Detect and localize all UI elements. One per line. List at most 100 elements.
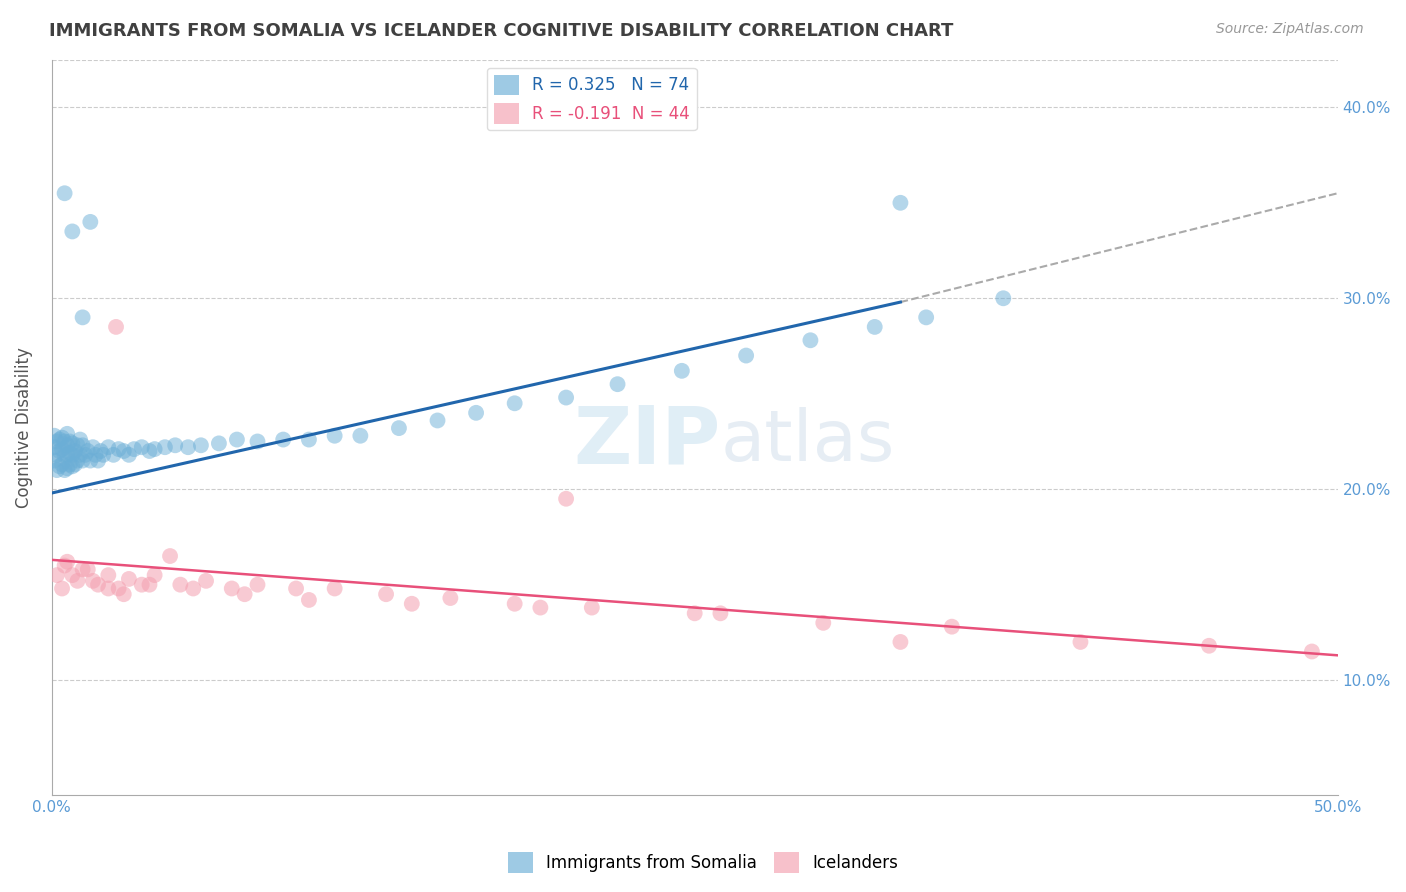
Point xyxy=(181,582,204,596)
Point xyxy=(59,458,82,472)
Point xyxy=(606,377,628,392)
Point xyxy=(208,436,231,450)
Point xyxy=(48,459,70,474)
Point xyxy=(48,433,70,447)
Point xyxy=(298,433,321,447)
Point xyxy=(709,607,731,621)
Point xyxy=(177,440,200,454)
Point xyxy=(1198,639,1220,653)
Point xyxy=(51,442,73,456)
Point xyxy=(889,635,911,649)
Point xyxy=(735,349,758,363)
Point xyxy=(683,607,706,621)
Text: atlas: atlas xyxy=(720,408,894,476)
Point xyxy=(69,433,91,447)
Point xyxy=(323,428,346,442)
Point xyxy=(76,562,98,576)
Point xyxy=(97,582,120,596)
Point xyxy=(555,391,578,405)
Point xyxy=(48,444,70,458)
Point xyxy=(246,577,269,591)
Point xyxy=(131,440,153,454)
Point xyxy=(465,406,488,420)
Point xyxy=(72,310,94,325)
Point xyxy=(60,459,83,474)
Point xyxy=(44,453,66,467)
Point xyxy=(138,444,160,458)
Point xyxy=(226,433,249,447)
Point xyxy=(59,446,82,460)
Point xyxy=(555,491,578,506)
Point xyxy=(298,593,321,607)
Point xyxy=(388,421,411,435)
Point xyxy=(993,291,1015,305)
Point xyxy=(271,433,294,447)
Point xyxy=(143,568,166,582)
Point xyxy=(233,587,256,601)
Point xyxy=(103,448,125,462)
Point xyxy=(72,453,94,467)
Point xyxy=(118,572,141,586)
Point xyxy=(82,574,104,588)
Point xyxy=(107,442,129,456)
Point xyxy=(941,620,963,634)
Point xyxy=(44,428,66,442)
Point xyxy=(349,428,371,442)
Point xyxy=(87,453,110,467)
Point xyxy=(118,448,141,462)
Point xyxy=(105,319,128,334)
Point xyxy=(426,413,449,427)
Point xyxy=(56,426,79,441)
Point xyxy=(45,463,67,477)
Point xyxy=(159,549,181,563)
Point xyxy=(51,458,73,472)
Point xyxy=(72,562,94,576)
Point xyxy=(221,582,243,596)
Point xyxy=(60,436,83,450)
Point xyxy=(87,577,110,591)
Point xyxy=(51,582,73,596)
Point xyxy=(813,615,835,630)
Point xyxy=(84,448,107,462)
Point xyxy=(122,442,145,456)
Point xyxy=(53,186,76,201)
Point xyxy=(153,440,176,454)
Y-axis label: Cognitive Disability: Cognitive Disability xyxy=(15,347,32,508)
Point xyxy=(53,463,76,477)
Point xyxy=(107,582,129,596)
Point xyxy=(503,396,526,410)
Point xyxy=(76,444,98,458)
Point xyxy=(60,224,83,238)
Point xyxy=(1301,644,1323,658)
Point xyxy=(56,438,79,452)
Point xyxy=(63,444,86,458)
Point xyxy=(66,453,89,467)
Legend: R = 0.325   N = 74, R = -0.191  N = 44: R = 0.325 N = 74, R = -0.191 N = 44 xyxy=(486,68,696,130)
Point xyxy=(56,461,79,475)
Point xyxy=(190,438,212,452)
Point xyxy=(90,444,112,458)
Point xyxy=(60,448,83,462)
Point xyxy=(915,310,938,325)
Point xyxy=(66,574,89,588)
Point xyxy=(143,442,166,456)
Point xyxy=(246,434,269,449)
Point xyxy=(863,319,886,334)
Point xyxy=(72,438,94,452)
Point xyxy=(60,568,83,582)
Point xyxy=(69,448,91,462)
Legend: Immigrants from Somalia, Icelanders: Immigrants from Somalia, Icelanders xyxy=(502,846,904,880)
Point xyxy=(53,448,76,462)
Point xyxy=(323,582,346,596)
Point xyxy=(82,440,104,454)
Point xyxy=(112,444,135,458)
Point xyxy=(51,431,73,445)
Point xyxy=(581,600,603,615)
Text: Source: ZipAtlas.com: Source: ZipAtlas.com xyxy=(1216,22,1364,37)
Point xyxy=(131,577,153,591)
Point xyxy=(503,597,526,611)
Point xyxy=(285,582,308,596)
Point xyxy=(169,577,191,591)
Point xyxy=(66,438,89,452)
Point xyxy=(45,434,67,449)
